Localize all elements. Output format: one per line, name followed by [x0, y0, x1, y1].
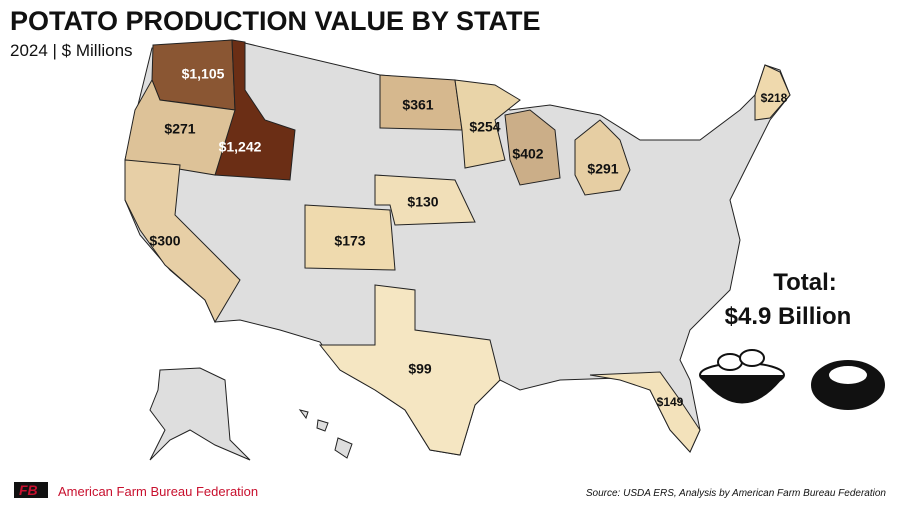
state-region [124, 78, 236, 176]
total-title: Total: [773, 269, 837, 296]
state-region [589, 371, 701, 453]
value-label: $1,242 [219, 139, 262, 155]
chips-icon [699, 349, 785, 404]
state-region [124, 159, 241, 324]
baked-potato-icon [811, 360, 885, 410]
value-label: $218 [761, 91, 788, 105]
total-value: $4.9 Billion [725, 303, 852, 330]
subtitle: 2024 | $ Millions [10, 41, 133, 60]
logo-letters: FB [19, 482, 38, 498]
value-label: $149 [657, 395, 684, 409]
state-region [318, 284, 501, 456]
alaska [149, 367, 251, 461]
value-label: $99 [408, 361, 432, 377]
state-region [504, 109, 561, 186]
hawaii [298, 409, 353, 459]
state-region [754, 64, 791, 121]
state-region [574, 119, 631, 196]
value-label: $361 [402, 97, 433, 113]
state-region [454, 79, 521, 169]
organization: American Farm Bureau Federation [58, 484, 258, 499]
value-label: $173 [334, 233, 365, 249]
value-label: $402 [512, 146, 543, 162]
value-label: $291 [587, 161, 618, 177]
value-label: $1,105 [182, 66, 225, 82]
title: POTATO PRODUCTION VALUE BY STATE [10, 6, 541, 36]
state-region [304, 204, 396, 271]
state-layer: $1,105 $1,242 $271 $300 $361 $254 $402 $291 $130… [124, 39, 791, 456]
logo-mark [14, 482, 48, 498]
source: Source: USDA ERS, Analysis by American F… [586, 488, 887, 499]
value-label: $300 [149, 233, 180, 249]
value-label: $271 [164, 121, 195, 137]
value-label: $254 [469, 119, 500, 135]
value-label: $130 [407, 194, 438, 210]
state-region [374, 174, 476, 226]
